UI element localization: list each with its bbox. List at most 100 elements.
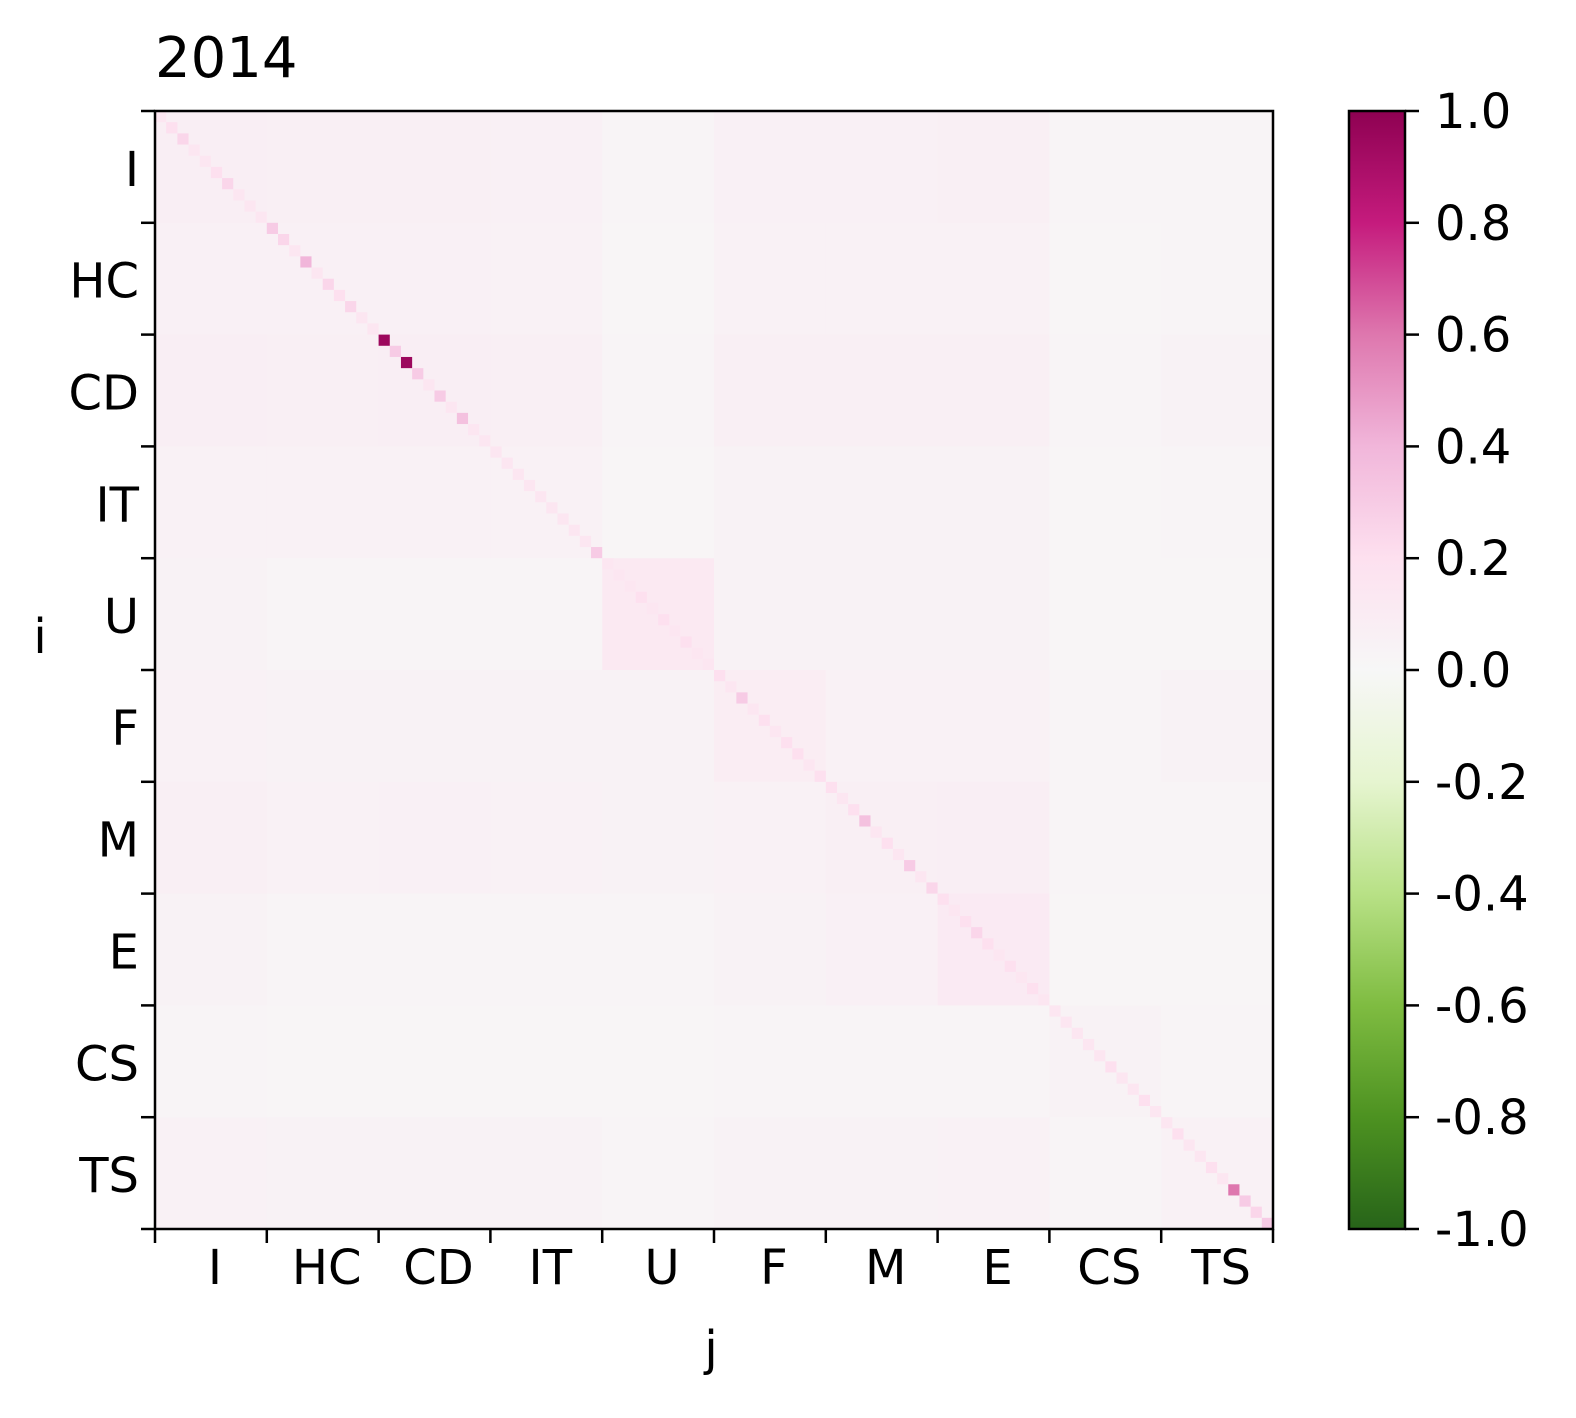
colorbar-tick-label: -0.8 (1435, 1090, 1529, 1146)
diagonal-cell (915, 871, 927, 883)
y-tick-label: I (125, 142, 139, 198)
colorbar-tick-label: 1.0 (1435, 84, 1511, 140)
colorbar-tick-label: -1.0 (1435, 1202, 1529, 1258)
heatmap-block (602, 446, 715, 559)
heatmap-block (714, 1005, 827, 1118)
diagonal-cell (1172, 1128, 1184, 1140)
diagonal-cell (803, 759, 815, 771)
x-tick-label: F (760, 1240, 788, 1296)
colorbar-tick-label: 0.6 (1435, 308, 1511, 364)
heatmap-block (378, 781, 491, 895)
diagonal-cell (356, 312, 368, 324)
x-tick-label: I (208, 1240, 222, 1296)
diagonal-cell (222, 178, 234, 190)
diagonal-cell (456, 412, 469, 425)
heatmap-block (155, 781, 268, 895)
diagonal-cell (1038, 994, 1050, 1006)
chart-title: 2014 (155, 26, 298, 91)
heatmap-block (155, 222, 268, 336)
diagonal-cell (1116, 1072, 1128, 1084)
colorbar-tick-label: 0.8 (1435, 196, 1511, 252)
diagonal-cell (199, 155, 211, 167)
diagonal-cell (1094, 1050, 1106, 1062)
diagonal-cell (725, 681, 737, 693)
y-axis-label: i (33, 609, 46, 665)
diagonal-cell (769, 725, 782, 738)
diagonal-cell (613, 569, 625, 581)
diagonal-cell (825, 781, 837, 793)
x-tick-label: CD (403, 1240, 473, 1296)
heatmap-block (155, 1005, 268, 1118)
heatmap-block (378, 670, 491, 783)
heatmap-block (1049, 334, 1162, 447)
heatmap-block (825, 334, 939, 447)
heatmap-block (490, 334, 603, 447)
diagonal-cell (591, 547, 603, 559)
heatmap-block (602, 670, 715, 783)
diagonal-cell (512, 468, 524, 480)
heatmap-block (155, 334, 268, 447)
diagonal-cell (1194, 1150, 1206, 1162)
heatmap-block (937, 558, 1050, 671)
heatmap-block (602, 334, 715, 447)
diagonal-cell (1138, 1094, 1151, 1107)
diagonal-cell (971, 927, 983, 939)
diagonal-cell (635, 591, 647, 603)
heatmap-block (490, 111, 603, 224)
heatmap-block (714, 893, 827, 1006)
colorbar-tick-label: -0.2 (1435, 755, 1529, 811)
diagonal-cell (557, 513, 569, 525)
diagonal-cell (848, 804, 860, 816)
heatmap-block (266, 334, 380, 447)
heatmap-block (825, 222, 939, 336)
heatmap-block (155, 670, 268, 783)
x-axis-label: j (703, 1321, 717, 1377)
diagonal-cell (1150, 1106, 1162, 1118)
diagonal-cell (255, 211, 267, 223)
heatmap-block (825, 893, 939, 1006)
heatmap-block (714, 222, 827, 336)
diagonal-cell (1015, 971, 1028, 984)
heatmap-block (155, 558, 268, 671)
heatmap-block (490, 893, 603, 1006)
diagonal-cell (479, 435, 491, 447)
heatmap-block (378, 1005, 491, 1118)
diagonal-cell (1239, 1195, 1251, 1207)
heatmap-block (378, 222, 491, 336)
x-tick-label: E (982, 1240, 1012, 1296)
diagonal-cell (210, 166, 223, 179)
diagonal-cell (233, 189, 245, 201)
x-tick-label: TS (1190, 1240, 1251, 1296)
heatmap-block (714, 446, 827, 559)
heatmap-block (1161, 1005, 1274, 1118)
heatmap-block (1049, 670, 1162, 783)
diagonal-cell (602, 558, 614, 570)
diagonal-cell (680, 636, 692, 648)
diagonal-cell (948, 904, 960, 916)
heatmap-block (1049, 111, 1162, 224)
y-tick-label: E (109, 925, 139, 981)
heatmap-block (602, 893, 715, 1006)
diagonal-cell (669, 625, 681, 637)
y-tick-label: HC (69, 254, 139, 310)
diagonal-cell (870, 826, 882, 838)
diagonal-cell (423, 379, 435, 391)
diagonal-cell (691, 647, 703, 659)
colorbar-tick-label: -0.6 (1435, 978, 1529, 1034)
heatmap-block (1161, 558, 1274, 671)
heatmap-block (1161, 111, 1274, 224)
diagonal-cell (155, 111, 167, 123)
diagonal-cell (1060, 1016, 1072, 1028)
heatmap-block (714, 111, 827, 224)
heatmap-block (825, 558, 939, 671)
heatmap-block (490, 670, 603, 783)
diagonal-cell (1205, 1161, 1218, 1174)
y-tick-label: CD (69, 366, 139, 422)
diagonal-cell (468, 424, 480, 436)
diagonal-cell (758, 714, 770, 726)
heatmap-block (714, 334, 827, 447)
diagonal-cell (937, 893, 949, 905)
heatmap-block (825, 111, 939, 224)
diagonal-cell (781, 737, 793, 749)
